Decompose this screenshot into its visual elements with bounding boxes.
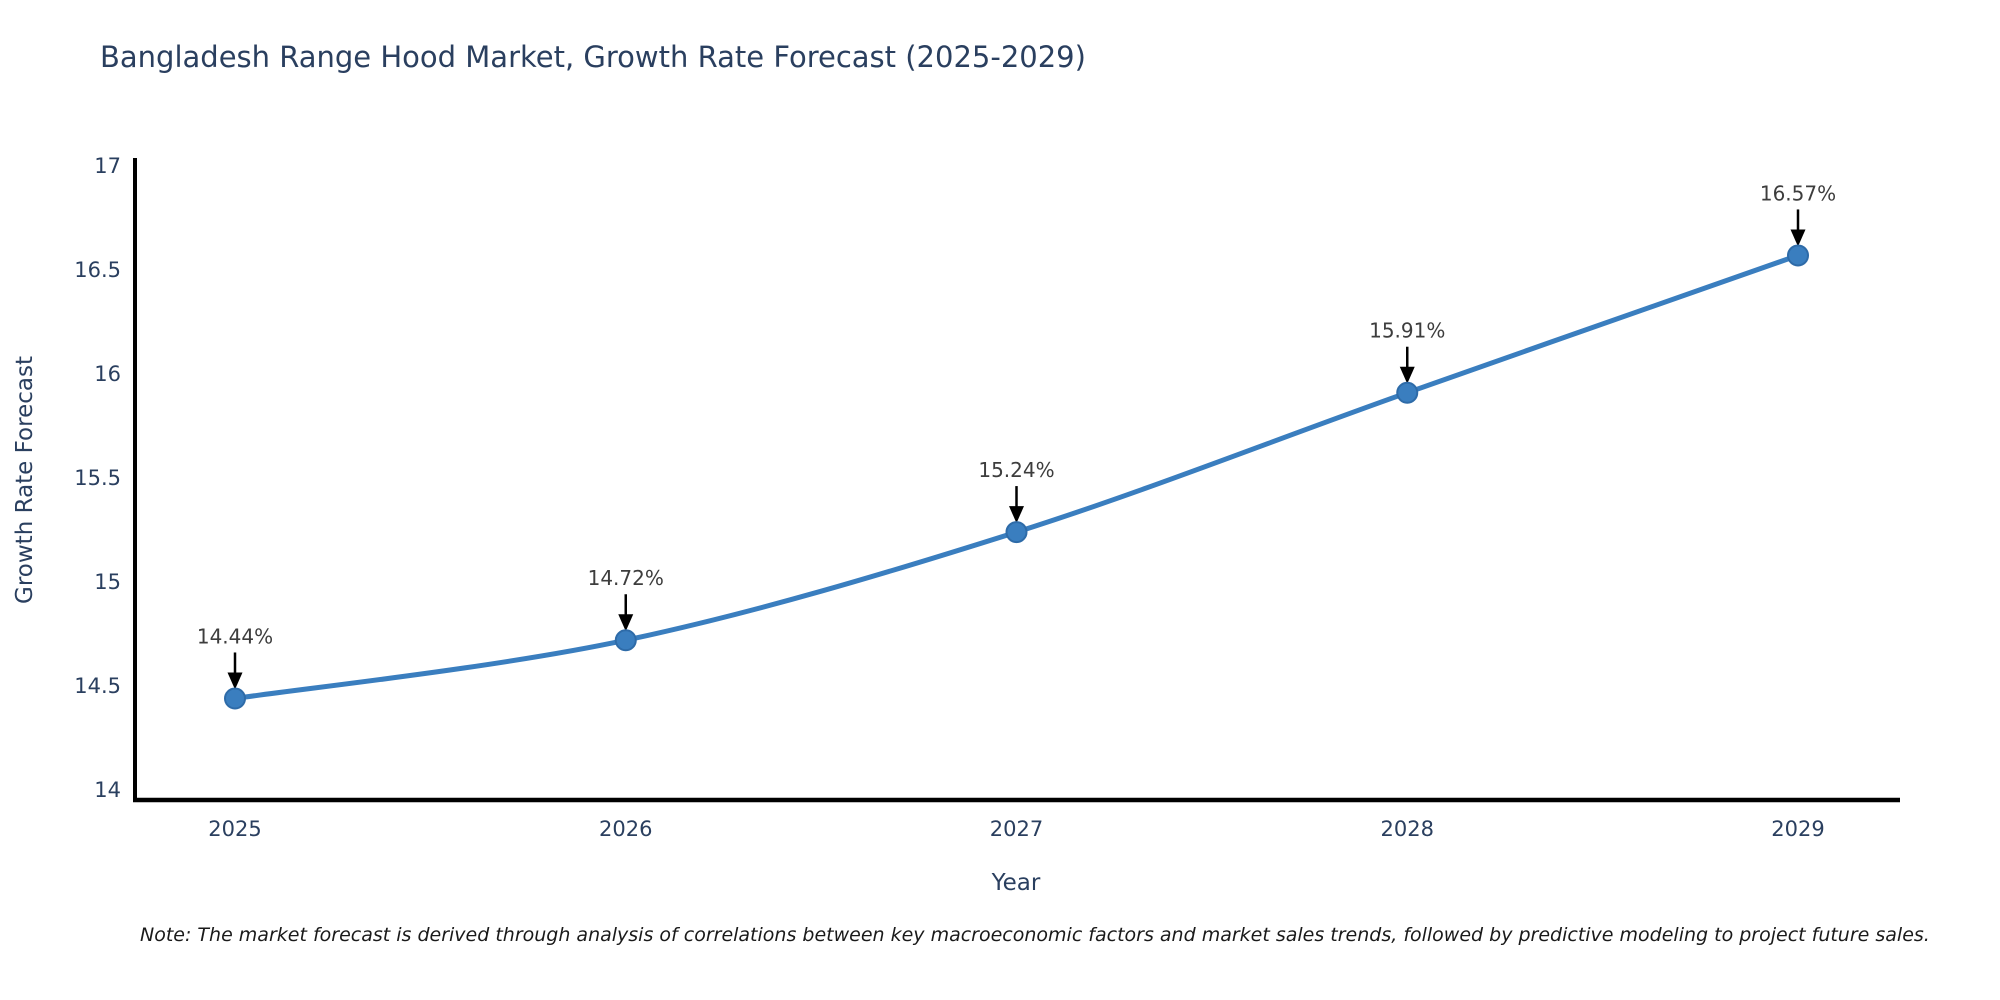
data-point-marker[interactable] — [224, 687, 246, 710]
footnote: Note: The market forecast is derived thr… — [140, 924, 1930, 946]
data-label: 15.91% — [1369, 319, 1445, 343]
data-label: 14.44% — [197, 624, 273, 648]
x-tick-label: 2025 — [208, 817, 261, 841]
plot-area: 14 14.5 15 15.5 16 16.5 17 2025 2026 2027 2028 2029… — [74, 154, 1900, 841]
chart-title: Bangladesh Range Hood Market, Growth Rat… — [100, 40, 1086, 74]
y-tick-label: 17 — [94, 154, 121, 178]
y-tick-label: 15 — [94, 570, 121, 594]
data-point-marker[interactable] — [1396, 381, 1419, 404]
annotation-arrowhead — [618, 614, 634, 632]
x-tick-label: 2028 — [1381, 817, 1434, 841]
data-point-marker[interactable] — [1005, 521, 1028, 544]
y-axis-title: Growth Rate Forecast — [12, 356, 38, 604]
x-tick-label: 2026 — [599, 817, 652, 841]
y-tick-label: 15.5 — [74, 466, 121, 490]
data-label: 14.72% — [588, 566, 664, 590]
y-tick-label: 14 — [94, 778, 121, 802]
data-label: 15.24% — [978, 458, 1054, 482]
annotation-arrowhead — [1009, 506, 1024, 524]
x-axis-title: Year — [991, 870, 1041, 896]
x-tick-label: 2027 — [990, 817, 1043, 841]
y-tick-label: 14.5 — [74, 674, 121, 698]
y-tick-label: 16 — [94, 362, 121, 386]
y-tick-label: 16.5 — [74, 258, 121, 282]
data-point-marker[interactable] — [614, 629, 637, 652]
annotation-arrowhead — [1399, 366, 1415, 384]
data-point-marker[interactable] — [1787, 244, 1809, 267]
annotation-arrowhead — [1790, 229, 1806, 247]
annotation-arrowhead — [227, 672, 243, 690]
x-tick-label: 2029 — [1771, 817, 1824, 841]
data-label: 16.57% — [1760, 181, 1836, 205]
